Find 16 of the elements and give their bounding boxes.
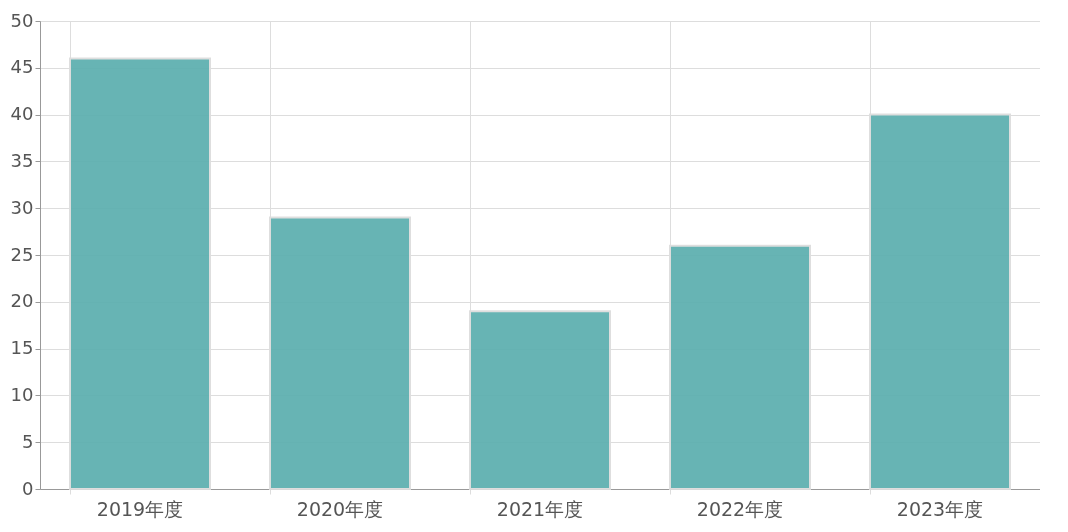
x-tick-label: 2022年度	[696, 497, 784, 520]
x-tick-label: 2020年度	[296, 497, 384, 520]
y-tick-label: 5	[22, 430, 34, 452]
y-tick-label: 0	[22, 477, 34, 499]
y-tick-label: 45	[10, 56, 34, 78]
y-tick-label: 20	[10, 290, 34, 312]
x-tick-label: 2019年度	[96, 497, 184, 520]
y-tick-label: 10	[10, 383, 34, 405]
y-tick-label: 35	[10, 149, 34, 171]
x-tick-label: 2021年度	[496, 497, 584, 520]
y-tick-label: 25	[10, 243, 34, 265]
y-tick-label: 15	[10, 337, 34, 359]
x-tick-label: 2023年度	[896, 497, 984, 520]
y-tick-label: 30	[10, 196, 34, 218]
y-tick-label: 50	[10, 9, 34, 31]
y-tick-label: 40	[10, 103, 34, 125]
